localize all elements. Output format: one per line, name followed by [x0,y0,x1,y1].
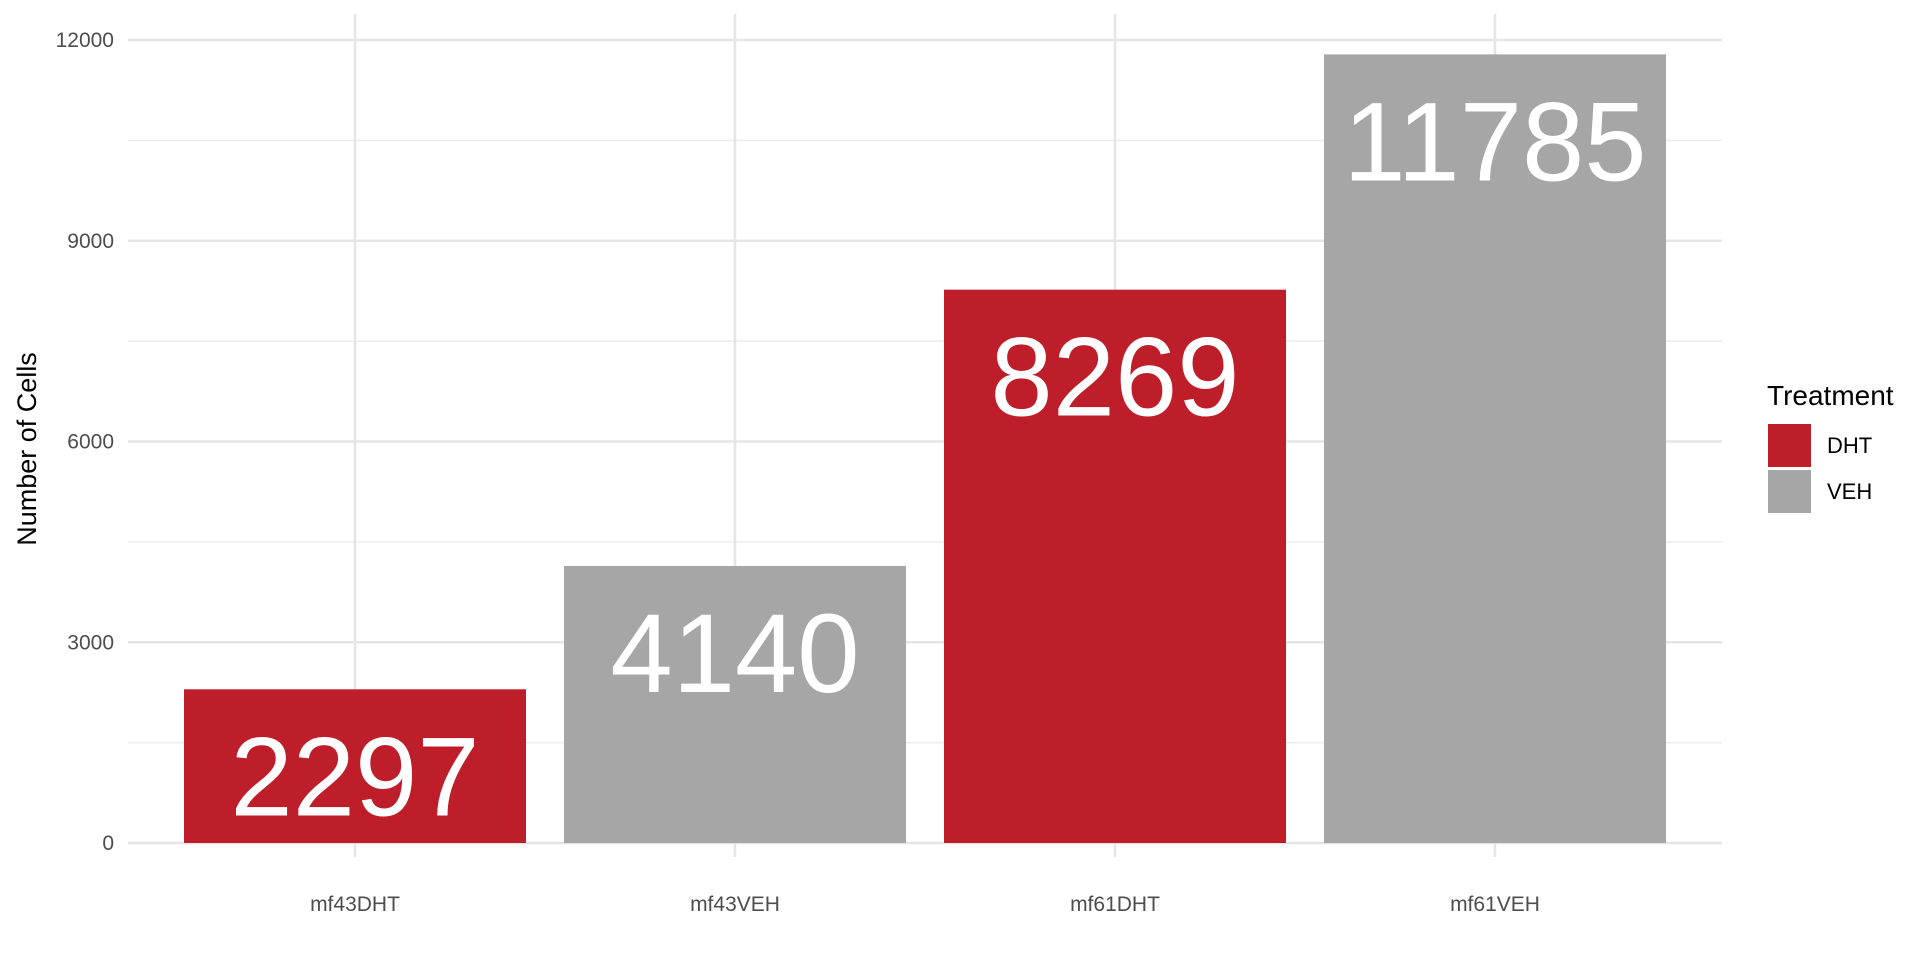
bar-value-label: 11785 [1343,79,1646,204]
bar-mf43DHT [184,689,526,843]
legend-key-VEH [1768,470,1811,513]
x-tick-label: mf43DHT [310,893,400,916]
legend-key-DHT [1768,424,1811,467]
legend-title: Treatment [1767,380,1894,411]
x-tick-label: mf61VEH [1450,893,1540,916]
y-tick-label: 9000 [67,230,114,253]
legend-label: VEH [1827,479,1872,504]
y-axis-tick-labels: 0 3000 6000 9000 12000 [56,29,114,855]
y-tick-label: 6000 [67,431,114,454]
legend: Treatment DHT VEH [1767,380,1894,513]
x-tick-label: mf43VEH [690,893,780,916]
bar-value-label: 4140 [610,591,859,716]
bar-mf61VEH [1324,54,1666,843]
bar-value-label: 2297 [230,714,479,839]
y-tick-label: 0 [102,832,114,855]
x-tick-label: mf61DHT [1070,893,1160,916]
legend-label: DHT [1827,433,1872,458]
x-axis-tick-labels: mf43DHT mf43VEH mf61DHT mf61VEH [310,893,1540,916]
bar-value-label: 8269 [990,315,1239,440]
bars [184,54,1666,843]
y-tick-label: 12000 [56,29,114,52]
bar-mf43VEH [564,565,906,843]
y-tick-label: 3000 [67,631,114,654]
bar-mf61DHT [944,289,1286,843]
y-axis-title: Number of Cells [12,352,42,546]
bar-value-labels: 2297 4140 8269 11785 [230,79,1646,839]
